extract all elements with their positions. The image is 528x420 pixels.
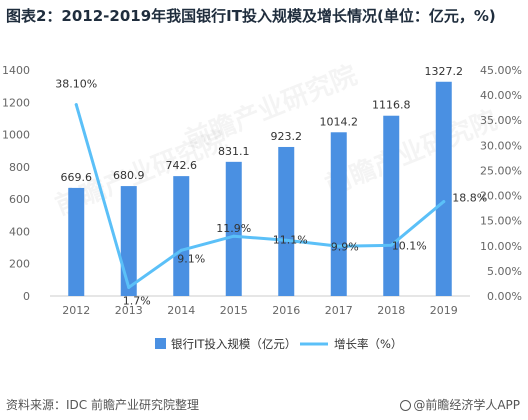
line-value-label: 9.1% — [177, 252, 205, 265]
bar-series — [68, 81, 452, 296]
brand-icon — [400, 400, 412, 411]
line-value-label: 38.10% — [55, 78, 97, 91]
y-left-tick-label: 600 — [9, 193, 30, 206]
y-right-tick-label: 10.00% — [480, 240, 522, 253]
bar-value-label: 669.6 — [61, 171, 93, 184]
legend-swatch-bar — [155, 338, 166, 349]
bar-value-label: 831.1 — [218, 145, 250, 158]
line-point — [179, 248, 183, 252]
line-value-label: 10.1% — [392, 239, 427, 252]
y-right-tick-label: 15.00% — [480, 215, 522, 228]
line-point — [232, 234, 236, 238]
bar-value-label: 1014.2 — [320, 115, 359, 128]
y-left-tick-label: 200 — [9, 258, 30, 271]
brand-text: @前瞻经济学人APP — [413, 398, 520, 412]
legend-label-bar: 银行IT投入规模（亿元） — [171, 337, 296, 351]
bar-value-label: 742.6 — [166, 159, 198, 172]
line-point — [337, 244, 341, 248]
x-tick-label: 2018 — [377, 304, 405, 317]
brand-credit: @前瞻经济学人APP — [400, 396, 520, 413]
y-left-tick-label: 1400 — [2, 64, 30, 77]
chart-title: 图表2：2012-2019年我国银行IT投入规模及增长情况(单位：亿元，%) — [6, 7, 496, 25]
y-right-tick-label: 0.00% — [487, 290, 522, 303]
bar — [68, 187, 85, 296]
line-point — [74, 103, 78, 107]
y-left-tick-label: 0 — [23, 290, 30, 303]
line-value-label: 11.9% — [216, 222, 251, 235]
bar — [330, 132, 347, 296]
line-value-label: 1.7% — [123, 294, 151, 307]
line-point — [442, 200, 446, 204]
bar — [435, 81, 452, 296]
x-tick-label: 2016 — [272, 304, 300, 317]
y-right-tick-label: 20.00% — [480, 190, 522, 203]
legend: 银行IT投入规模（亿元） 增长率（%） — [155, 337, 402, 351]
bar — [383, 115, 400, 296]
x-tick-label: 2019 — [430, 304, 458, 317]
bar-value-label: 923.2 — [271, 130, 303, 143]
y-right-tick-label: 40.00% — [480, 89, 522, 102]
y-right-tick-label: 25.00% — [480, 164, 522, 177]
y-left-tick-label: 400 — [9, 225, 30, 238]
axes: 0 200 400 600 800 1000 1200 1400 0.00% 5.00% 10.00… — [2, 64, 522, 317]
bar — [120, 186, 137, 296]
y-right-tick-label: 45.00% — [480, 64, 522, 77]
bar-value-label: 1116.8 — [372, 99, 411, 112]
y-right-tick-label: 5.00% — [487, 265, 522, 278]
y-left-tick-label: 1000 — [2, 129, 30, 142]
line-point — [389, 243, 393, 247]
source-note: 资料来源：IDC 前瞻产业研究院整理 — [6, 398, 199, 412]
y-left-tick-label: 1200 — [2, 96, 30, 109]
line-series — [74, 103, 446, 289]
x-tick-label: 2012 — [62, 304, 90, 317]
line-point — [127, 285, 131, 289]
y-left-tick-label: 800 — [9, 161, 30, 174]
x-tick-label: 2013 — [115, 304, 143, 317]
bar — [225, 161, 242, 296]
line-value-label: 11.1% — [273, 233, 308, 246]
line-value-label: 9.9% — [331, 240, 359, 253]
growth-line — [74, 103, 446, 289]
y-right-tick-label: 35.00% — [480, 114, 522, 127]
line-point — [284, 238, 288, 242]
x-tick-label: 2015 — [220, 304, 248, 317]
y-right-tick-label: 30.00% — [480, 139, 522, 152]
legend-label-line: 增长率（%） — [334, 337, 402, 351]
bar-value-label: 1327.2 — [425, 65, 464, 78]
bar — [278, 146, 295, 296]
line-value-label: 18.8% — [452, 192, 487, 205]
bar-value-label: 680.9 — [113, 169, 145, 182]
bar — [173, 176, 190, 296]
data-labels: 669.6 680.9 742.6 831.1 923.2 1014.2 1116.8 132… — [55, 65, 487, 308]
x-tick-label: 2014 — [167, 304, 195, 317]
x-tick-label: 2017 — [325, 304, 353, 317]
